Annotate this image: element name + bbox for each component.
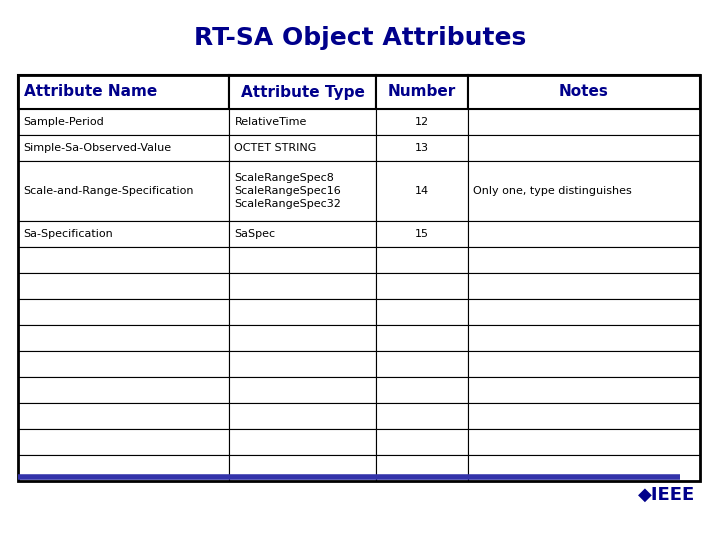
- Bar: [376, 403, 468, 429]
- Text: Sample-Period: Sample-Period: [23, 117, 104, 127]
- Bar: [230, 161, 376, 221]
- Text: 13: 13: [415, 143, 429, 153]
- Bar: [376, 247, 468, 273]
- Text: Simple-Sa-Observed-Value: Simple-Sa-Observed-Value: [23, 143, 171, 153]
- Text: Only one, type distinguishes: Only one, type distinguishes: [473, 186, 632, 196]
- Bar: [230, 455, 376, 481]
- Text: 15: 15: [415, 229, 429, 239]
- Bar: [468, 273, 700, 299]
- Text: Attribute Type: Attribute Type: [240, 84, 364, 99]
- Bar: [18, 455, 230, 481]
- Bar: [230, 221, 376, 247]
- Bar: [468, 455, 700, 481]
- Bar: [230, 247, 376, 273]
- Bar: [376, 325, 468, 351]
- Bar: [376, 455, 468, 481]
- Text: SaSpec: SaSpec: [235, 229, 276, 239]
- Bar: [230, 109, 376, 135]
- Text: RelativeTime: RelativeTime: [235, 117, 307, 127]
- Bar: [376, 75, 468, 109]
- Bar: [230, 429, 376, 455]
- Bar: [468, 325, 700, 351]
- Bar: [18, 351, 230, 377]
- Text: Sa-Specification: Sa-Specification: [23, 229, 113, 239]
- Bar: [18, 273, 230, 299]
- Text: OCTET STRING: OCTET STRING: [235, 143, 317, 153]
- Text: Notes: Notes: [559, 84, 609, 99]
- Bar: [230, 299, 376, 325]
- Bar: [376, 351, 468, 377]
- Bar: [230, 75, 376, 109]
- Bar: [468, 429, 700, 455]
- Bar: [18, 135, 230, 161]
- Bar: [468, 351, 700, 377]
- Bar: [376, 299, 468, 325]
- Text: Number: Number: [388, 84, 456, 99]
- Bar: [468, 403, 700, 429]
- Bar: [468, 299, 700, 325]
- Bar: [18, 221, 230, 247]
- Bar: [230, 135, 376, 161]
- Bar: [468, 377, 700, 403]
- Bar: [376, 273, 468, 299]
- Text: Scale-and-Range-Specification: Scale-and-Range-Specification: [23, 186, 194, 196]
- Bar: [376, 109, 468, 135]
- Bar: [18, 161, 230, 221]
- Bar: [468, 247, 700, 273]
- Bar: [376, 377, 468, 403]
- Text: Attribute Name: Attribute Name: [24, 84, 157, 99]
- Bar: [376, 429, 468, 455]
- Text: ScaleRangeSpec8
ScaleRangeSpec16
ScaleRangeSpec32: ScaleRangeSpec8 ScaleRangeSpec16 ScaleRa…: [235, 173, 341, 209]
- Text: 14: 14: [415, 186, 429, 196]
- Bar: [468, 135, 700, 161]
- Bar: [230, 273, 376, 299]
- Bar: [18, 75, 230, 109]
- Bar: [18, 109, 230, 135]
- Bar: [468, 109, 700, 135]
- Bar: [18, 325, 230, 351]
- Bar: [468, 221, 700, 247]
- Bar: [230, 403, 376, 429]
- Bar: [18, 377, 230, 403]
- Bar: [18, 299, 230, 325]
- Bar: [18, 429, 230, 455]
- Text: ◆IEEE: ◆IEEE: [638, 486, 695, 504]
- Bar: [18, 403, 230, 429]
- Bar: [230, 351, 376, 377]
- Bar: [376, 161, 468, 221]
- Text: RT-SA Object Attributes: RT-SA Object Attributes: [194, 26, 526, 50]
- Bar: [376, 221, 468, 247]
- Bar: [376, 135, 468, 161]
- Bar: [468, 75, 700, 109]
- Bar: [468, 161, 700, 221]
- Bar: [18, 247, 230, 273]
- Bar: [18, 75, 700, 481]
- Bar: [230, 377, 376, 403]
- Text: 12: 12: [415, 117, 429, 127]
- Bar: [230, 325, 376, 351]
